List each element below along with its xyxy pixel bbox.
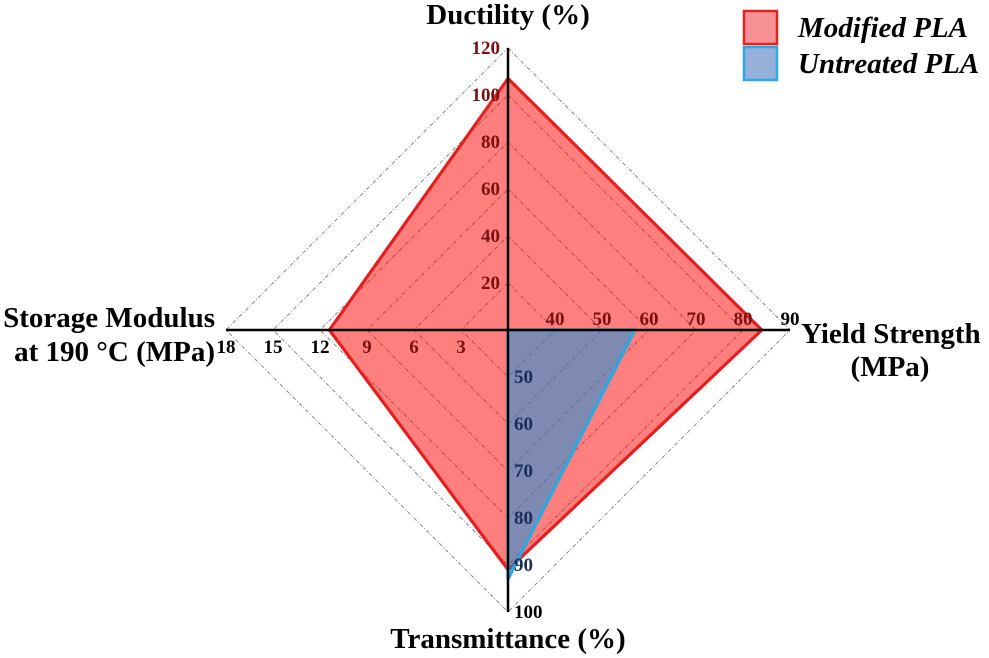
svg-text:Ductility (%): Ductility (%) — [426, 0, 590, 31]
svg-text:60: 60 — [481, 179, 500, 200]
svg-text:12: 12 — [311, 337, 330, 358]
svg-text:80: 80 — [734, 309, 753, 330]
svg-text:Modified PLA: Modified PLA — [797, 12, 968, 44]
svg-text:90: 90 — [514, 555, 533, 576]
svg-text:70: 70 — [687, 309, 706, 330]
svg-text:at 190 °C (MPa): at 190 °C (MPa) — [14, 336, 215, 368]
svg-text:(MPa): (MPa) — [851, 351, 930, 383]
svg-text:18: 18 — [217, 337, 236, 358]
svg-text:6: 6 — [409, 337, 419, 358]
svg-text:120: 120 — [472, 38, 501, 59]
svg-text:50: 50 — [514, 367, 533, 388]
svg-text:60: 60 — [640, 309, 659, 330]
svg-text:20: 20 — [481, 273, 500, 294]
svg-text:80: 80 — [481, 132, 500, 153]
svg-text:Storage Modulus: Storage Modulus — [3, 302, 215, 334]
svg-text:40: 40 — [546, 309, 565, 330]
svg-text:100: 100 — [472, 85, 501, 106]
svg-text:60: 60 — [514, 414, 533, 435]
svg-text:15: 15 — [264, 337, 283, 358]
svg-text:Untreated PLA: Untreated PLA — [798, 48, 979, 80]
svg-text:90: 90 — [781, 309, 800, 330]
svg-text:50: 50 — [593, 309, 612, 330]
svg-text:9: 9 — [362, 337, 372, 358]
svg-text:Transmittance (%): Transmittance (%) — [390, 623, 625, 655]
svg-text:Yield Strength: Yield Strength — [801, 318, 981, 350]
svg-text:40: 40 — [481, 226, 500, 247]
svg-text:70: 70 — [514, 461, 533, 482]
svg-text:100: 100 — [514, 602, 543, 623]
svg-text:80: 80 — [514, 508, 533, 529]
svg-text:3: 3 — [456, 337, 466, 358]
